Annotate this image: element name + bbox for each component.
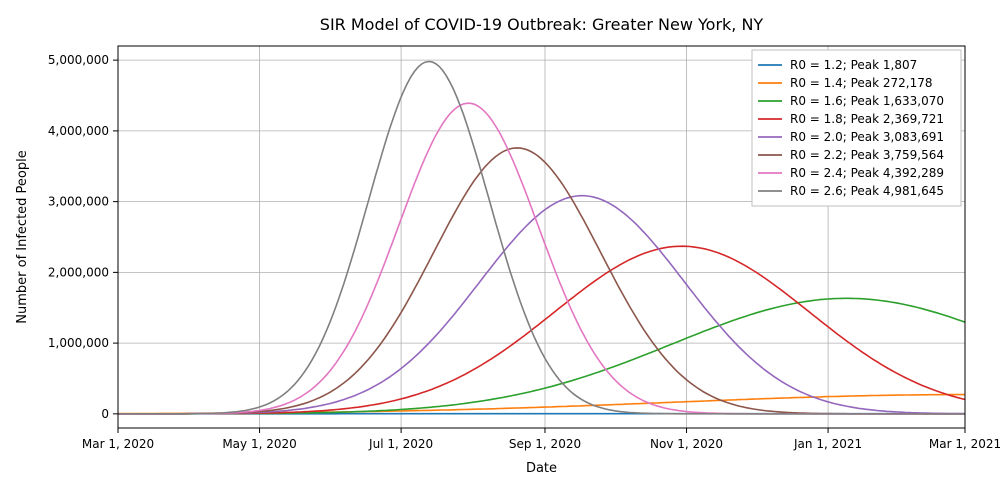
x-tick-label: Sep 1, 2020 [509, 437, 581, 451]
x-tick-label: Mar 1, 2020 [82, 437, 154, 451]
y-tick-label: 4,000,000 [48, 124, 109, 138]
sir-model-chart: Mar 1, 2020 May 1, 2020 Jul 1, 2020 Sep 1, … [0, 0, 1000, 500]
legend: R0 = 1.2; Peak 1,807 R0 = 1.4; Peak 272,1… [752, 50, 961, 206]
y-tick-label: 5,000,000 [48, 53, 109, 67]
y-tick-label: 0 [101, 407, 109, 421]
legend-label: R0 = 1.6; Peak 1,633,070 [790, 94, 944, 108]
legend-label: R0 = 2.6; Peak 4,981,645 [790, 184, 944, 198]
x-tick-label: Jan 1, 2021 [793, 437, 862, 451]
x-tick-label: Mar 1, 2021 [929, 437, 1000, 451]
x-tick-label: Nov 1, 2020 [650, 437, 723, 451]
legend-label: R0 = 2.0; Peak 3,083,691 [790, 130, 944, 144]
x-tick-label: Jul 1, 2020 [368, 437, 433, 451]
y-tick-label: 2,000,000 [48, 265, 109, 279]
x-tick-label: May 1, 2020 [222, 437, 296, 451]
y-tick-label: 3,000,000 [48, 195, 109, 209]
chart-title: SIR Model of COVID-19 Outbreak: Greater … [320, 15, 764, 34]
legend-label: R0 = 1.2; Peak 1,807 [790, 58, 917, 72]
y-axis-label: Number of Infected People [15, 150, 30, 323]
legend-label: R0 = 1.4; Peak 272,178 [790, 76, 933, 90]
legend-label: R0 = 2.4; Peak 4,392,289 [790, 166, 944, 180]
y-tick-label: 1,000,000 [48, 336, 109, 350]
legend-label: R0 = 2.2; Peak 3,759,564 [790, 148, 944, 162]
legend-label: R0 = 1.8; Peak 2,369,721 [790, 112, 944, 126]
x-axis-label: Date [526, 461, 557, 476]
